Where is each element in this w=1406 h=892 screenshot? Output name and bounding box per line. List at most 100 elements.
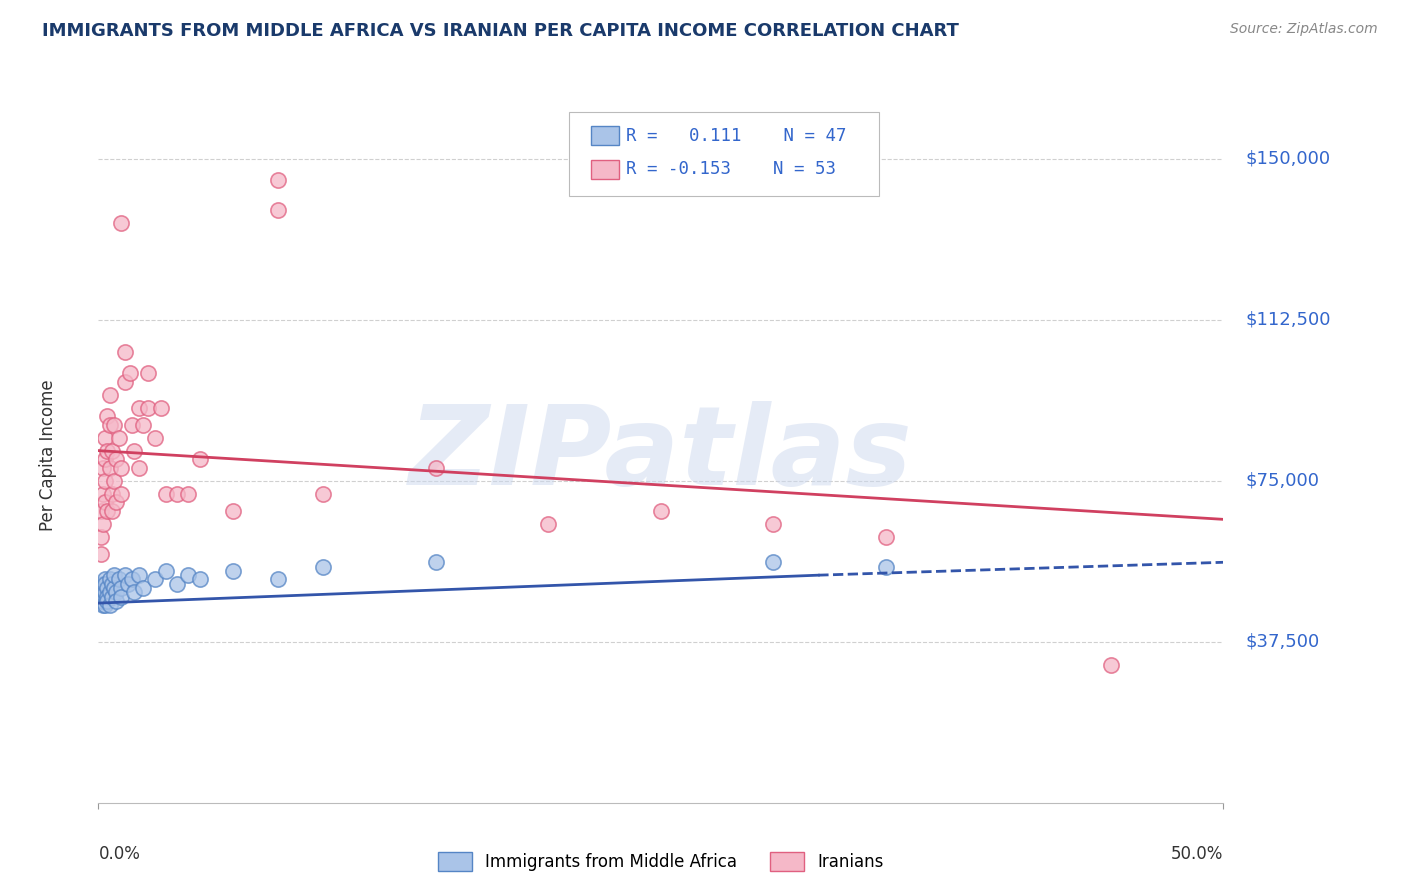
Point <box>96 443 118 458</box>
Point <box>155 486 177 500</box>
Point <box>650 504 672 518</box>
Text: $150,000: $150,000 <box>1246 150 1331 168</box>
Point <box>94 452 117 467</box>
Point <box>537 516 560 531</box>
Point <box>150 401 173 415</box>
Point <box>94 599 117 613</box>
Point <box>91 581 114 595</box>
Point <box>103 568 125 582</box>
Point <box>101 590 124 604</box>
Point <box>110 216 132 230</box>
Point <box>101 486 124 500</box>
Point <box>103 474 125 488</box>
Point <box>136 401 159 415</box>
Point <box>128 460 150 475</box>
Point <box>90 504 112 518</box>
Point <box>312 486 335 500</box>
Point <box>103 581 125 595</box>
Point <box>155 564 177 578</box>
Point <box>94 590 117 604</box>
Point <box>101 443 124 458</box>
Point <box>166 576 188 591</box>
Point <box>121 573 143 587</box>
Point <box>117 576 139 591</box>
Point <box>143 573 166 587</box>
Point <box>98 460 121 475</box>
Point <box>98 573 121 587</box>
Point <box>121 417 143 432</box>
Point <box>98 388 121 402</box>
Point <box>110 590 132 604</box>
Point <box>425 555 447 569</box>
Point <box>110 581 132 595</box>
Point <box>128 568 150 582</box>
Point <box>101 504 124 518</box>
Point <box>312 559 335 574</box>
Point <box>94 585 117 599</box>
Text: Source: ZipAtlas.com: Source: ZipAtlas.com <box>1230 22 1378 37</box>
Point <box>132 417 155 432</box>
Point <box>762 516 785 531</box>
Point <box>425 460 447 475</box>
Point <box>267 573 290 587</box>
Point <box>177 486 200 500</box>
Point <box>1099 658 1122 673</box>
Point <box>90 594 112 608</box>
Point <box>166 486 188 500</box>
Point <box>96 409 118 424</box>
Point <box>114 375 136 389</box>
Text: ZIPatlas: ZIPatlas <box>409 401 912 508</box>
Text: IMMIGRANTS FROM MIDDLE AFRICA VS IRANIAN PER CAPITA INCOME CORRELATION CHART: IMMIGRANTS FROM MIDDLE AFRICA VS IRANIAN… <box>42 22 959 40</box>
Point <box>90 529 112 543</box>
Point <box>94 431 117 445</box>
Point <box>96 594 118 608</box>
Point <box>188 452 211 467</box>
Point <box>91 594 114 608</box>
Point <box>124 443 146 458</box>
Point <box>96 504 118 518</box>
Point <box>98 585 121 599</box>
Text: 50.0%: 50.0% <box>1171 845 1223 863</box>
Point <box>222 504 245 518</box>
Point <box>114 344 136 359</box>
Point <box>875 529 897 543</box>
Point <box>91 516 114 531</box>
Point <box>177 568 200 582</box>
Point <box>91 576 114 591</box>
Point <box>107 431 129 445</box>
Point <box>105 495 128 509</box>
Point <box>91 460 114 475</box>
Point <box>90 590 112 604</box>
Text: R =   0.111    N = 47: R = 0.111 N = 47 <box>626 127 846 145</box>
Point <box>762 555 785 569</box>
Point <box>188 573 211 587</box>
Point <box>90 547 112 561</box>
Point <box>94 576 117 591</box>
Point <box>94 573 117 587</box>
Point <box>96 590 118 604</box>
Point <box>107 573 129 587</box>
Point <box>98 417 121 432</box>
Point <box>94 495 117 509</box>
Point <box>124 585 146 599</box>
Point <box>875 559 897 574</box>
Point <box>267 173 290 187</box>
Point <box>91 590 114 604</box>
Legend: Immigrants from Middle Africa, Iranians: Immigrants from Middle Africa, Iranians <box>432 846 890 878</box>
Point <box>136 367 159 381</box>
Point <box>110 460 132 475</box>
Point <box>118 367 141 381</box>
Point <box>128 401 150 415</box>
Point <box>90 581 112 595</box>
Point <box>98 599 121 613</box>
Point <box>96 581 118 595</box>
Point <box>110 486 132 500</box>
Point <box>132 581 155 595</box>
Point <box>91 486 114 500</box>
Point <box>91 599 114 613</box>
Point <box>90 585 112 599</box>
Point <box>143 431 166 445</box>
Point <box>222 564 245 578</box>
Point <box>94 474 117 488</box>
Point <box>105 452 128 467</box>
